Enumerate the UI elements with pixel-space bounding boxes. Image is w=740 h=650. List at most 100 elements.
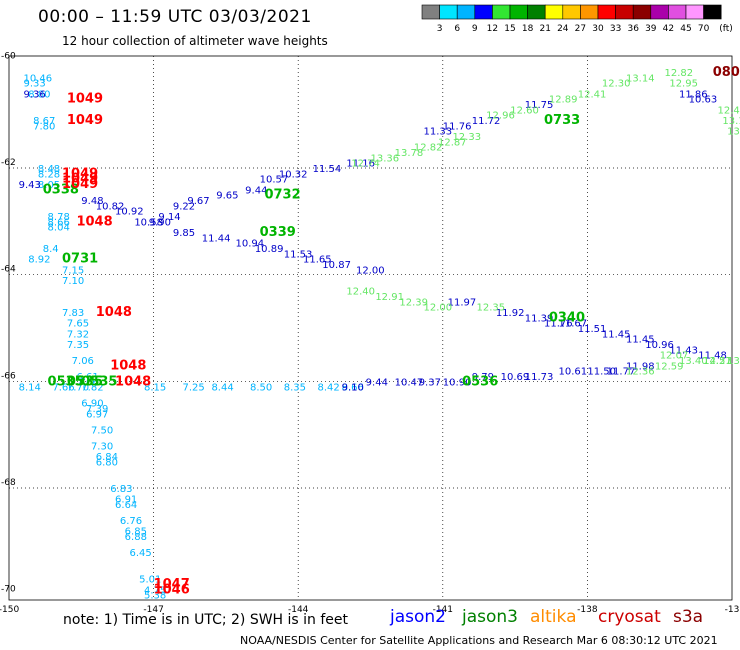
data-label: 7.65 <box>67 319 89 330</box>
x-tick-label: -147 <box>143 605 163 615</box>
data-label: 11.45 <box>602 329 631 340</box>
chart-subtitle: 12 hour collection of altimeter wave hei… <box>62 34 328 48</box>
data-label: 12.40 <box>346 287 375 298</box>
data-label: 11.65 <box>303 255 332 266</box>
data-label: 12.35 <box>477 303 506 314</box>
data-label: 0733 <box>544 113 580 128</box>
colorbar-label: 30 <box>592 24 604 34</box>
data-label: 0732 <box>264 188 300 203</box>
legend-jason2: jason2 <box>390 607 446 627</box>
data-label: 1048 <box>115 374 151 389</box>
data-label: 9.79 <box>472 372 494 383</box>
data-label: 0340 <box>549 310 585 325</box>
data-label: 11.75 <box>525 100 554 111</box>
data-label: 1048 <box>96 305 132 320</box>
data-label: 6.61 <box>76 372 98 383</box>
data-label: 14.21 <box>703 356 732 367</box>
data-label: 11.67 <box>558 319 587 330</box>
data-label: 11.86 <box>679 89 708 100</box>
data-label: 12.44 <box>718 105 740 116</box>
data-label: 12.59 <box>655 361 684 372</box>
data-label: 10.96 <box>645 340 674 351</box>
data-label: 8.14 <box>19 383 41 394</box>
data-label: 12.95 <box>669 79 698 90</box>
y-tick-label: -64 <box>1 265 16 275</box>
data-label: 11.97 <box>448 297 477 308</box>
colorbar-label: 33 <box>610 24 621 34</box>
data-label: 7.06 <box>76 377 98 388</box>
data-label: 12.60 <box>510 105 539 116</box>
colorbar-label: 27 <box>575 24 586 34</box>
data-label: 10.32 <box>279 169 308 180</box>
data-label: 9.85 <box>173 228 195 239</box>
data-label: 0535 <box>67 374 103 389</box>
colorbar-label: 18 <box>522 24 534 34</box>
colorbar-label: 3 <box>437 24 443 34</box>
colorbar-swatch <box>703 4 722 20</box>
data-label: 6.84 <box>96 452 118 463</box>
data-label: 11.50 <box>587 367 616 378</box>
data-label: 9.14 <box>158 212 180 223</box>
data-label: 11.45 <box>626 335 655 346</box>
colorbar-label: 9 <box>472 24 478 34</box>
data-label: 8.67 <box>33 116 55 127</box>
data-label: 8.66 <box>48 217 70 228</box>
data-label: 8.42 <box>317 383 339 394</box>
data-label: 10.69 <box>501 372 530 383</box>
y-tick-label: -68 <box>1 478 16 488</box>
data-label: 11.77 <box>607 367 636 378</box>
data-label: 13.7 <box>727 356 740 367</box>
legend-s3a: s3a <box>673 607 704 627</box>
data-label: 8.35 <box>284 383 306 394</box>
data-label: 9.33 <box>23 79 45 90</box>
colorbar-unit: (ft) <box>719 24 733 34</box>
data-label: 10.57 <box>260 175 289 186</box>
data-label: 12.07 <box>660 351 689 362</box>
colorbar-label: 70 <box>698 24 710 34</box>
data-label: 9.67 <box>187 196 209 207</box>
y-tick-label: -62 <box>1 158 16 168</box>
data-label: 10.47 <box>395 377 424 388</box>
data-label: 7.35 <box>67 340 89 351</box>
data-label: 6.85 <box>125 527 147 538</box>
data-label: 8.92 <box>28 255 50 266</box>
data-label: 12.39 <box>399 297 428 308</box>
data-label: 11.16 <box>346 159 375 170</box>
data-label: 8.04 <box>48 223 70 234</box>
data-label: 1048 <box>110 358 146 373</box>
x-tick-label: -144 <box>288 605 309 615</box>
data-label: 1049 <box>62 166 98 181</box>
data-label: 12.36 <box>626 367 655 378</box>
data-label: 12.00 <box>424 303 453 314</box>
data-label: 0535 <box>81 374 117 389</box>
data-label: 7.10 <box>62 276 84 287</box>
data-label: 10.87 <box>322 260 351 271</box>
data-label: 12.82 <box>414 143 443 154</box>
data-label: 6.97 <box>86 409 108 420</box>
data-label: 6.83 <box>110 484 132 495</box>
data-label: 1048 <box>76 214 112 229</box>
data-label: 12.30 <box>602 79 631 90</box>
data-label: 9.22 <box>173 201 195 212</box>
plot-frame <box>8 55 733 601</box>
data-label: 9.36 <box>23 89 45 100</box>
data-label: 9.48 <box>81 196 103 207</box>
data-label: 12.89 <box>549 95 578 106</box>
data-label: 11.48 <box>698 351 727 362</box>
data-label: 9.43 <box>19 180 41 191</box>
data-label: 8.48 <box>38 164 60 175</box>
data-label: 13.78 <box>395 148 424 159</box>
x-tick-label: -150 <box>0 605 19 615</box>
legend-cryosat: cryosat <box>598 607 661 627</box>
data-label: 7.06 <box>72 356 94 367</box>
data-label: 11.54 <box>313 164 342 175</box>
data-label: 1049 <box>67 92 103 107</box>
data-label: 12.00 <box>356 265 385 276</box>
data-label: 8.15 <box>144 383 166 394</box>
data-label: 080 <box>713 65 740 80</box>
data-label: 10.82 <box>96 201 125 212</box>
data-label: 8.78 <box>48 212 70 223</box>
data-label: 7.15 <box>62 265 84 276</box>
data-label: 12.96 <box>486 111 515 122</box>
y-tick-label: -60 <box>1 51 16 61</box>
